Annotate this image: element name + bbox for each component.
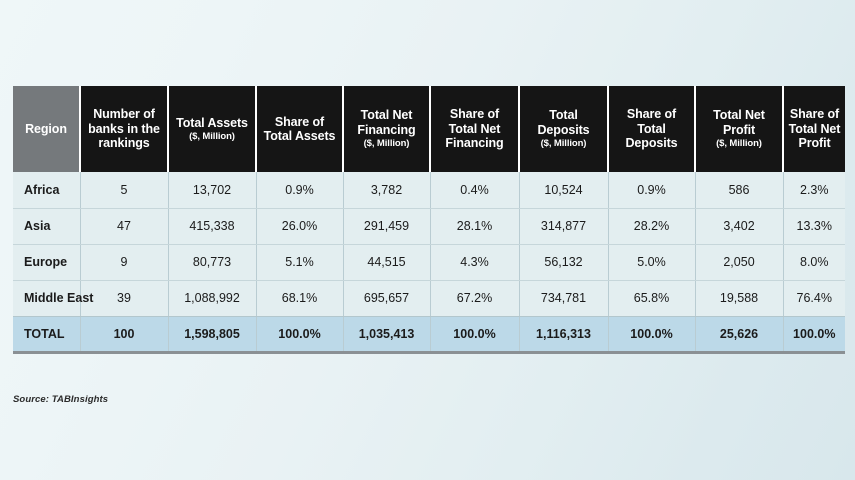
cell-banks: 39 bbox=[79, 280, 168, 317]
cell-total-net-profit: 19,588 bbox=[694, 280, 783, 317]
cell-banks: 100 bbox=[79, 316, 168, 352]
column-header-title: Total Net Profit bbox=[713, 108, 765, 137]
cell-share-net-profit: 76.4% bbox=[782, 280, 845, 317]
cell-total-net-profit: 586 bbox=[694, 172, 783, 209]
cell-banks: 9 bbox=[79, 244, 168, 281]
table-body: Africa 5 13,702 0.9% 3,782 0.4% 10,524 0.9% 586 2… bbox=[13, 172, 845, 352]
column-header-share-net-financing: Share of Total Net Financing bbox=[429, 86, 519, 172]
column-header-title: Share of Total Net Financing bbox=[445, 107, 504, 151]
column-header-title: Share of Total Assets bbox=[263, 114, 336, 144]
cell-total-net-financing: 1,035,413 bbox=[342, 316, 430, 352]
cell-total-net-financing: 695,657 bbox=[342, 280, 430, 317]
cell-share-assets: 100.0% bbox=[255, 316, 343, 352]
cell-share-net-financing: 28.1% bbox=[429, 208, 519, 245]
cell-share-deposits: 5.0% bbox=[607, 244, 695, 281]
cell-total-net-financing: 3,782 bbox=[342, 172, 430, 209]
table-row: Asia 47 415,338 26.0% 291,459 28.1% 314,877 28.… bbox=[13, 208, 845, 245]
column-header-title: Share of Total Deposits bbox=[625, 107, 678, 151]
cell-total-net-profit: 2,050 bbox=[694, 244, 783, 281]
cell-banks: 5 bbox=[79, 172, 168, 209]
cell-total-assets: 1,088,992 bbox=[167, 280, 256, 317]
column-header-title: Total Deposits bbox=[537, 108, 590, 137]
cell-share-deposits: 100.0% bbox=[607, 316, 695, 352]
row-label-cell: Middle East bbox=[13, 280, 93, 317]
column-header-share-net-profit: Share of Total Net Profit bbox=[782, 86, 845, 172]
cell-share-net-financing: 0.4% bbox=[429, 172, 519, 209]
column-header-unit: ($, Million) bbox=[540, 138, 587, 150]
cell-total-assets: 415,338 bbox=[167, 208, 256, 245]
column-header-title: Total Net Financing bbox=[357, 108, 416, 137]
column-header-unit: ($, Million) bbox=[716, 138, 762, 150]
cell-total-deposits: 56,132 bbox=[518, 244, 608, 281]
cell-total-deposits: 314,877 bbox=[518, 208, 608, 245]
cell-share-assets: 68.1% bbox=[255, 280, 343, 317]
cell-share-assets: 0.9% bbox=[255, 172, 343, 209]
cell-total-net-financing: 291,459 bbox=[342, 208, 430, 245]
regional-banking-table: Region Number of banks in the rankings Tot… bbox=[13, 86, 845, 354]
cell-banks: 47 bbox=[79, 208, 168, 245]
column-header-share-assets: Share of Total Assets bbox=[255, 86, 343, 172]
cell-share-net-financing: 4.3% bbox=[429, 244, 519, 281]
table-total-row: TOTAL 100 1,598,805 100.0% 1,035,413 100.0% 1,… bbox=[13, 316, 845, 352]
regional-banking-table-container: Region Number of banks in the rankings Tot… bbox=[13, 86, 845, 354]
row-label-cell: Asia bbox=[13, 208, 80, 245]
cell-share-net-financing: 67.2% bbox=[429, 280, 519, 317]
cell-total-deposits: 734,781 bbox=[518, 280, 608, 317]
cell-total-deposits: 1,116,313 bbox=[518, 316, 608, 352]
cell-share-net-profit: 100.0% bbox=[782, 316, 845, 352]
column-header-region: Region bbox=[13, 86, 80, 172]
table-header: Region Number of banks in the rankings Tot… bbox=[13, 86, 845, 172]
column-header-title: Share of Total Net Profit bbox=[788, 107, 841, 151]
table-row: Europe 9 80,773 5.1% 44,515 4.3% 56,132 5.0% 2,0… bbox=[13, 244, 845, 281]
cell-share-deposits: 0.9% bbox=[607, 172, 695, 209]
cell-total-net-financing: 44,515 bbox=[342, 244, 430, 281]
cell-share-net-financing: 100.0% bbox=[429, 316, 519, 352]
cell-share-net-profit: 2.3% bbox=[782, 172, 845, 209]
table-row: Middle East 39 1,088,992 68.1% 695,657 67.2% 7… bbox=[13, 280, 845, 317]
column-header-unit: ($, Million) bbox=[363, 138, 410, 150]
cell-total-assets: 1,598,805 bbox=[167, 316, 256, 352]
cell-share-deposits: 28.2% bbox=[607, 208, 695, 245]
row-label-cell: TOTAL bbox=[13, 316, 80, 352]
cell-total-assets: 80,773 bbox=[167, 244, 256, 281]
column-header-banks: Number of banks in the rankings bbox=[79, 86, 168, 172]
table-header-row: Region Number of banks in the rankings Tot… bbox=[13, 86, 845, 172]
column-header-total-net-profit: Total Net Profit ($, Million) bbox=[694, 86, 783, 172]
cell-total-net-profit: 3,402 bbox=[694, 208, 783, 245]
cell-share-net-profit: 8.0% bbox=[782, 244, 845, 281]
cell-share-assets: 5.1% bbox=[255, 244, 343, 281]
source-attribution: Source: TABInsights bbox=[13, 394, 109, 405]
column-header-share-deposits: Share of Total Deposits bbox=[607, 86, 695, 172]
cell-total-assets: 13,702 bbox=[167, 172, 256, 209]
row-label-cell: Africa bbox=[13, 172, 80, 209]
column-header-total-deposits: Total Deposits ($, Million) bbox=[518, 86, 608, 172]
column-header-total-net-financing: Total Net Financing ($, Million) bbox=[342, 86, 430, 172]
column-header-unit: ($, Million) bbox=[189, 131, 235, 143]
cell-total-deposits: 10,524 bbox=[518, 172, 608, 209]
column-header-title: Region bbox=[25, 121, 67, 136]
row-label-cell: Europe bbox=[13, 244, 80, 281]
cell-total-net-profit: 25,626 bbox=[694, 316, 783, 352]
table-row: Africa 5 13,702 0.9% 3,782 0.4% 10,524 0.9% 586 2… bbox=[13, 172, 845, 209]
cell-share-net-profit: 13.3% bbox=[782, 208, 845, 245]
cell-share-assets: 26.0% bbox=[255, 208, 343, 245]
column-header-total-assets: Total Assets ($, Million) bbox=[167, 86, 256, 172]
column-header-title: Total Assets bbox=[176, 115, 248, 130]
column-header-title: Number of banks in the rankings bbox=[88, 107, 160, 151]
cell-share-deposits: 65.8% bbox=[607, 280, 695, 317]
